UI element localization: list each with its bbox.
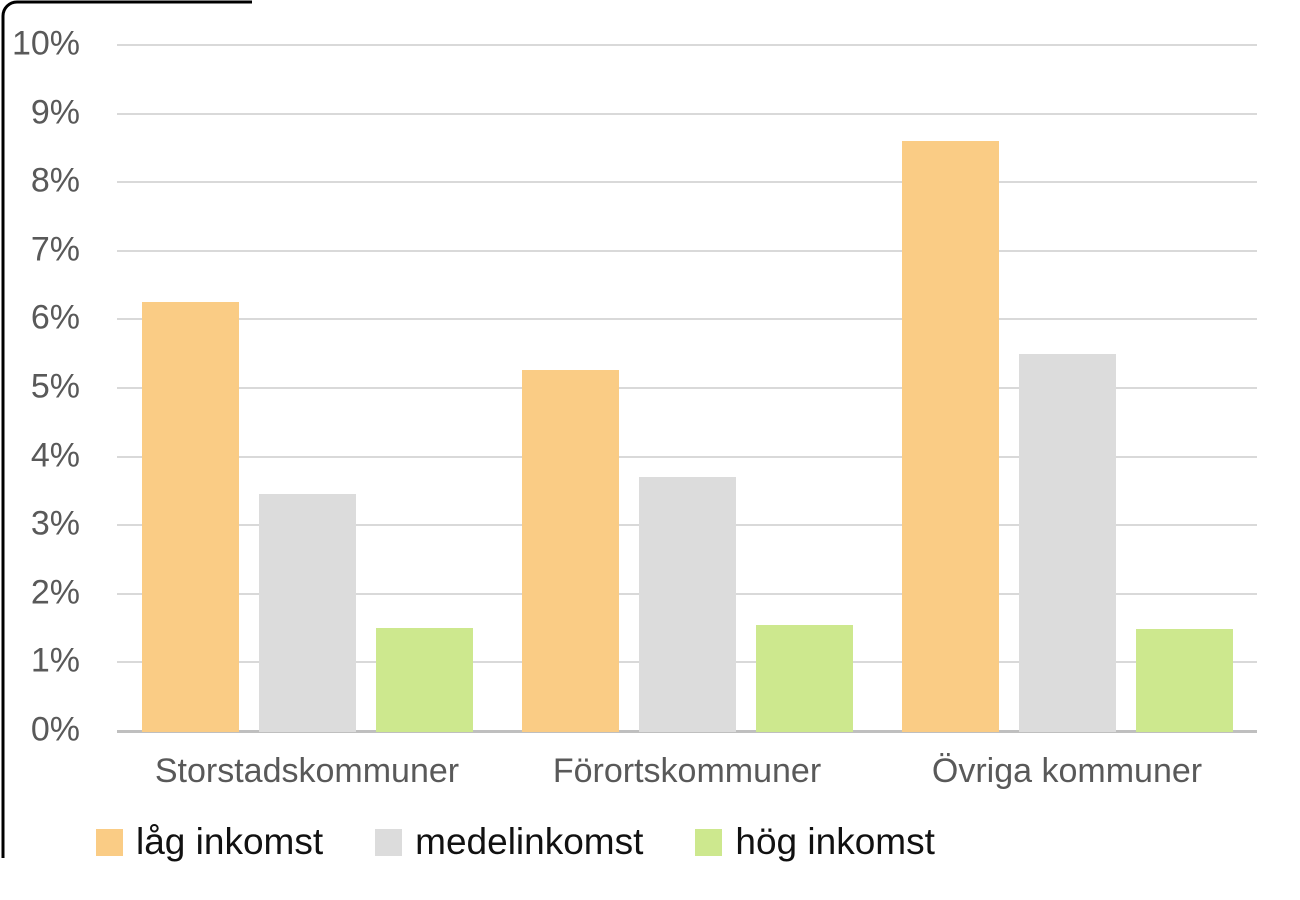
bar-series-1-category-1[interactable] <box>638 477 736 732</box>
legend-swatch-icon <box>375 828 403 856</box>
gridline <box>117 249 1257 252</box>
bar-series-2-category-1[interactable] <box>755 624 853 732</box>
y-tick-label: 9% <box>30 93 80 132</box>
y-tick-label: 7% <box>30 230 80 269</box>
legend-swatch-icon <box>695 828 723 856</box>
gridline <box>117 455 1257 458</box>
y-tick-label: 3% <box>30 504 80 543</box>
y-tick-label: 8% <box>30 161 80 200</box>
legend-swatch-icon <box>96 828 123 856</box>
bar-series-0-category-1[interactable] <box>521 370 619 732</box>
bar-series-2-category-0[interactable] <box>375 628 473 732</box>
legend-item[interactable]: hög inkomst <box>695 820 935 864</box>
gridline <box>117 181 1257 184</box>
bar-series-1-category-2[interactable] <box>1018 353 1116 732</box>
bar-series-2-category-2[interactable] <box>1135 629 1233 732</box>
category-label: Förortskommuner <box>552 752 822 790</box>
y-tick-label: 2% <box>30 573 80 612</box>
category-label: Övriga kommuner <box>931 752 1203 790</box>
gridline <box>117 387 1257 389</box>
bar-series-1-category-0[interactable] <box>258 494 356 732</box>
legend-label: hög inkomst <box>735 821 935 862</box>
y-tick-label: 1% <box>30 642 80 681</box>
legend-item[interactable]: medelinkomst <box>375 820 643 864</box>
y-tick-label: 10% <box>11 24 80 63</box>
legend: låg inkomst medelinkomst hög inkomst <box>96 820 935 864</box>
category-label: Storstadskommuner <box>154 752 460 790</box>
legend-label: medelinkomst <box>415 821 644 862</box>
gridline <box>117 44 1257 46</box>
legend-item[interactable]: låg inkomst <box>96 820 323 864</box>
bar-series-0-category-0[interactable] <box>141 302 239 732</box>
y-tick-label: 4% <box>30 436 80 475</box>
gridline <box>117 318 1257 321</box>
y-tick-label: 5% <box>30 367 80 406</box>
bar-series-0-category-2[interactable] <box>901 141 999 732</box>
legend-label: låg inkomst <box>136 821 324 862</box>
y-tick-label: 6% <box>30 299 80 338</box>
gridline <box>117 112 1257 115</box>
y-tick-label: 0% <box>30 710 80 749</box>
